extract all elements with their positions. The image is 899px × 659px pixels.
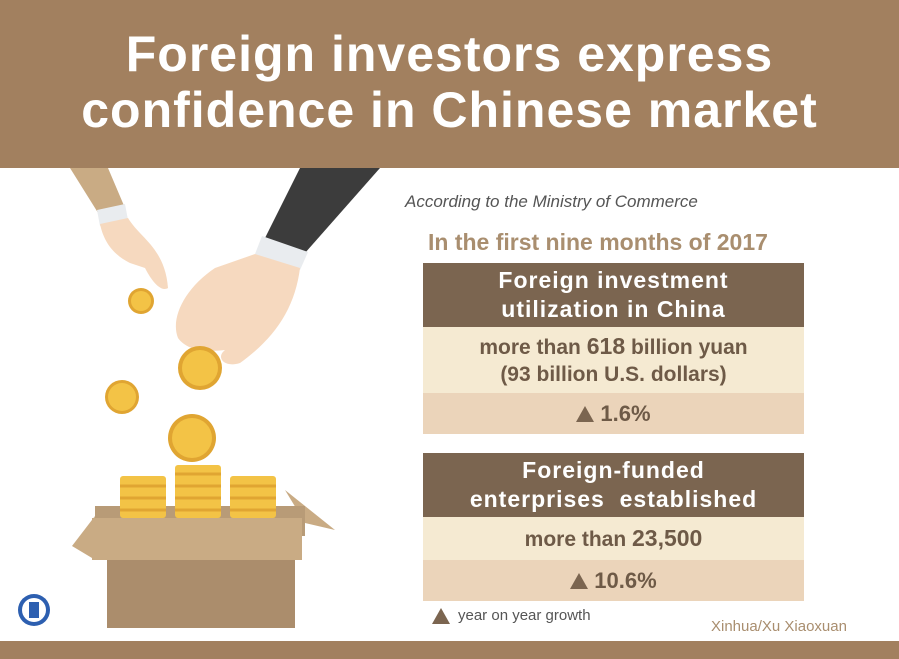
value-suffix: billion yuan	[625, 335, 748, 359]
coin-stack	[120, 476, 166, 518]
up-triangle-icon	[576, 405, 595, 422]
box-rim	[92, 518, 302, 560]
box-front	[107, 560, 295, 628]
title-line-2: confidence in Chinese market	[81, 82, 818, 138]
left-sleeve	[70, 168, 125, 216]
growth-row: 10.6%	[423, 560, 804, 601]
box-flap-right	[285, 490, 335, 530]
up-triangle-icon	[570, 572, 589, 589]
right-cuff	[255, 236, 308, 270]
hands-coins-box-illustration	[18, 168, 380, 628]
legend-label: year on year growth	[458, 607, 591, 624]
value-line-1: more than 618 billion yuan	[423, 333, 804, 361]
coin-icon	[178, 346, 222, 390]
heading-line-1: Foreign investment	[498, 267, 729, 293]
heading-line-2: utilization in China	[501, 296, 726, 322]
coin-stack	[175, 465, 221, 518]
coin-icon	[168, 414, 216, 462]
up-triangle-icon	[432, 607, 450, 624]
legend: year on year growth	[432, 607, 591, 624]
value-prefix: more than	[524, 527, 632, 551]
coin-icon	[105, 380, 139, 414]
panel-foreign-investment: Foreign investment utilization in China …	[423, 263, 804, 434]
value-row: more than 23,500	[423, 517, 804, 560]
source-note: According to the Ministry of Commerce	[405, 192, 698, 211]
value-line-2: (93 billion U.S. dollars)	[500, 362, 727, 386]
xinhua-logo	[18, 594, 50, 626]
value-number: 23,500	[632, 524, 703, 551]
value-line-1: more than 23,500	[423, 525, 804, 553]
coin-stack	[230, 476, 276, 518]
value-number: 618	[586, 332, 626, 359]
footer-band	[0, 641, 899, 659]
value-prefix: more than	[479, 335, 587, 359]
growth-value: 1.6%	[600, 400, 651, 426]
heading-line-2: enterprises established	[469, 486, 758, 512]
right-hand	[175, 254, 300, 365]
credit: Xinhua/Xu Xiaoxuan	[711, 618, 847, 635]
panel-heading: Foreign investment utilization in China	[423, 263, 804, 327]
value-row: more than 618 billion yuan (93 billion U…	[423, 327, 804, 393]
heading-line-1: Foreign-funded	[522, 457, 705, 483]
panel-foreign-enterprises: Foreign-funded enterprises established m…	[423, 453, 804, 601]
growth-value: 10.6%	[594, 567, 657, 593]
right-sleeve	[265, 168, 380, 253]
coin-icon	[128, 288, 154, 314]
title-line-1: Foreign investors express	[125, 26, 774, 82]
left-hand	[100, 218, 168, 289]
growth-row: 1.6%	[423, 393, 804, 434]
panel-heading: Foreign-funded enterprises established	[423, 453, 804, 517]
title-banner: Foreign investors express confidence in …	[0, 0, 899, 168]
box-flap-left	[72, 516, 95, 558]
period-heading: In the first nine months of 2017	[428, 229, 768, 255]
